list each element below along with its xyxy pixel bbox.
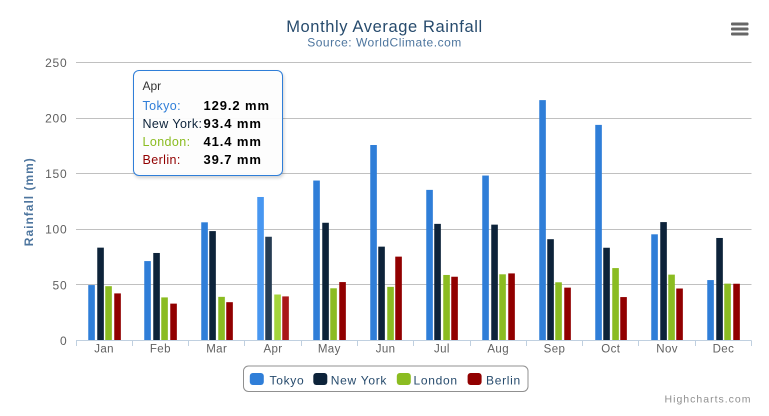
svg-text:Tokyo: Tokyo — [270, 374, 305, 388]
svg-text:Aug: Aug — [487, 344, 509, 356]
svg-text:Feb: Feb — [150, 344, 171, 356]
svg-text:100: 100 — [45, 223, 67, 237]
svg-text:Jul: Jul — [434, 344, 450, 356]
svg-text:Source: WorldClimate.com: Source: WorldClimate.com — [307, 36, 462, 50]
svg-text:Rainfall (mm): Rainfall (mm) — [22, 157, 36, 246]
svg-text:Jun: Jun — [376, 344, 396, 356]
svg-text:250: 250 — [45, 56, 67, 70]
svg-text:150: 150 — [45, 167, 67, 181]
svg-text:0: 0 — [60, 334, 67, 348]
svg-text:Highcharts.com: Highcharts.com — [665, 394, 752, 406]
svg-text:Mar: Mar — [206, 344, 227, 356]
svg-text:Dec: Dec — [713, 344, 735, 356]
svg-text:50: 50 — [53, 278, 68, 292]
svg-text:Oct: Oct — [601, 344, 620, 356]
svg-text:May: May — [318, 344, 341, 356]
svg-text:Monthly Average Rainfall: Monthly Average Rainfall — [286, 18, 483, 36]
svg-text:New York: New York — [331, 374, 388, 388]
svg-text:200: 200 — [45, 112, 67, 126]
svg-text:Nov: Nov — [656, 344, 678, 356]
svg-text:Apr: Apr — [263, 344, 282, 356]
svg-text:Sep: Sep — [544, 344, 566, 356]
svg-text:London: London — [414, 374, 458, 388]
svg-text:Berlin: Berlin — [486, 374, 521, 388]
svg-text:Jan: Jan — [94, 344, 114, 356]
